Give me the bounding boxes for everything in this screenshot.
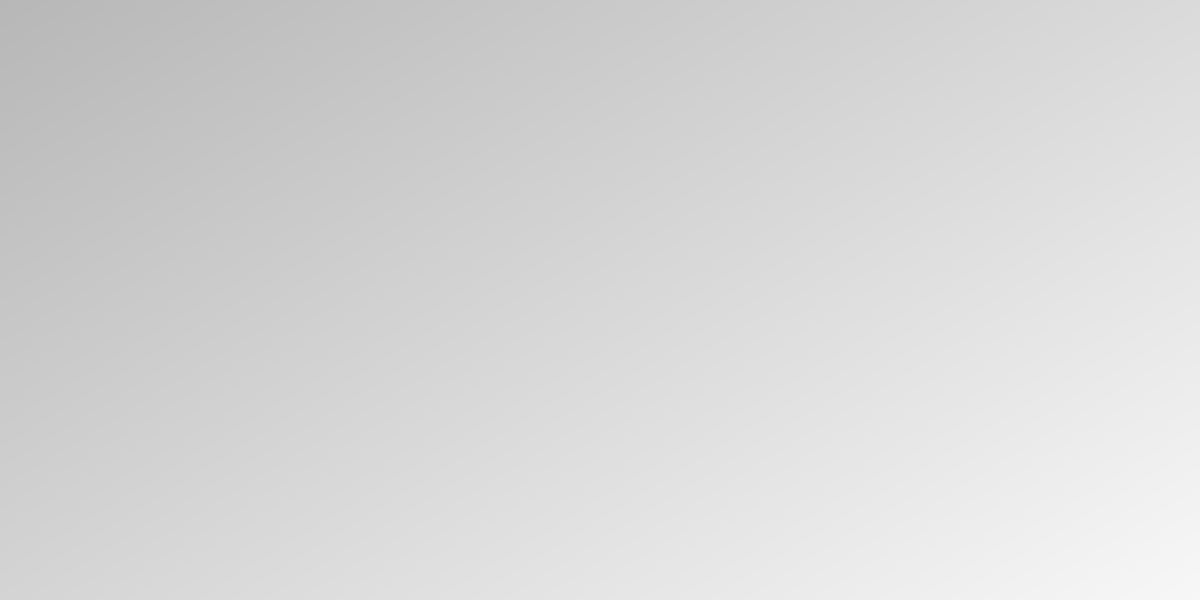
Bar bbox=[334, 307, 386, 563]
Bar bbox=[78, 357, 131, 563]
Bar bbox=[760, 256, 814, 563]
Title: Cardiac Output Monitoring Device Market: Cardiac Output Monitoring Device Market bbox=[290, 17, 942, 44]
Bar bbox=[163, 346, 216, 563]
Y-axis label: Market Value in USD Billion: Market Value in USD Billion bbox=[17, 194, 35, 439]
Bar bbox=[248, 323, 301, 563]
Text: 4.2: 4.2 bbox=[1116, 166, 1140, 181]
Bar bbox=[589, 276, 642, 563]
Bar bbox=[1016, 215, 1069, 563]
Text: 👥: 👥 bbox=[1046, 90, 1066, 119]
Text: 2.85: 2.85 bbox=[343, 287, 377, 302]
Text: 2.98: 2.98 bbox=[428, 275, 462, 290]
Bar bbox=[674, 265, 727, 563]
Bar bbox=[846, 242, 899, 563]
Bar bbox=[504, 285, 557, 563]
Bar bbox=[1102, 186, 1154, 563]
Bar bbox=[931, 231, 984, 563]
Bar bbox=[419, 296, 472, 563]
